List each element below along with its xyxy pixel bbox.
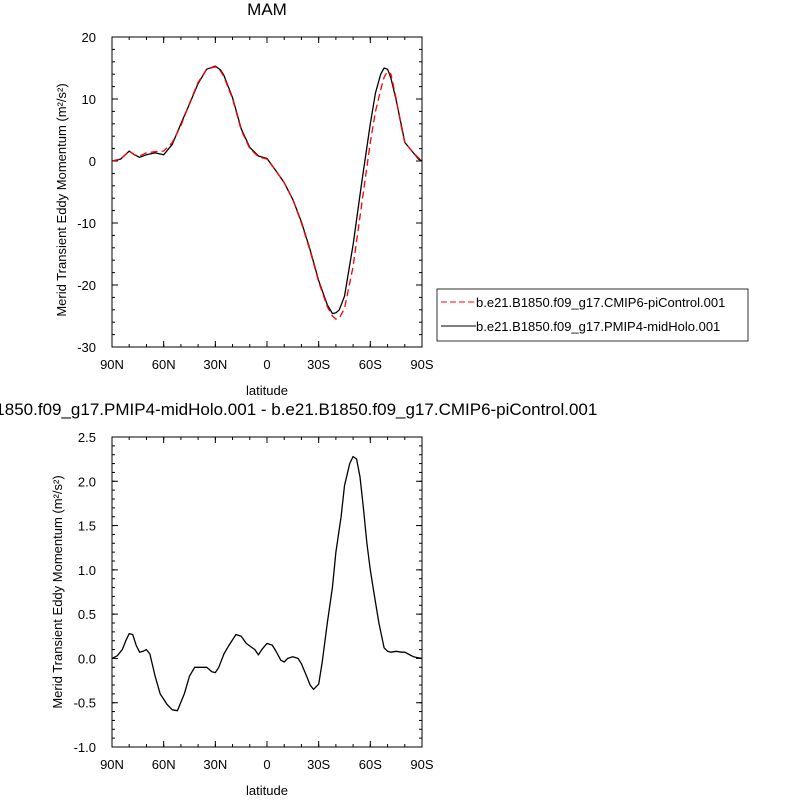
top-ytick-label: 0	[89, 154, 96, 169]
bottom-chart-title: b.e21.B1850.f09_g17.PMIP4-midHolo.001 - …	[0, 400, 597, 419]
top-xtick-label: 60N	[152, 357, 176, 372]
legend-box	[436, 288, 749, 342]
top-xtick-label: 60S	[359, 357, 382, 372]
top-chart-ticks: 90N 60N 30N 0 30S 60S 90S 20 10 0 -10 -20 -30	[77, 30, 434, 372]
bottom-ytick-label: 1.0	[78, 563, 96, 578]
top-chart-xlabel: latitude	[246, 383, 288, 398]
bottom-xtick-label: 90S	[410, 757, 433, 772]
top-chart-panel: MAM Merid Transient Eddy Momentum (m²/s²…	[54, 0, 434, 398]
bottom-ytick-label: 1.5	[78, 519, 96, 534]
top-chart-ylabel: Merid Transient Eddy Momentum (m²/s²)	[54, 83, 69, 316]
top-chart-title: MAM	[247, 0, 287, 19]
top-xtick-label: 0	[263, 357, 270, 372]
top-series-line-0	[111, 66, 423, 320]
bottom-xtick-label: 90N	[100, 757, 124, 772]
top-xtick-label: 90S	[410, 357, 433, 372]
bottom-chart-ylabel: Merid Transient Eddy Momentum (m²/s²)	[50, 475, 65, 708]
bottom-chart-xlabel: latitude	[246, 783, 288, 798]
bottom-ytick-label: -0.5	[74, 696, 96, 711]
bottom-chart-frame	[111, 436, 423, 748]
top-xtick-label: 90N	[100, 357, 124, 372]
top-ytick-label: -30	[77, 340, 96, 355]
bottom-xtick-label: 60N	[152, 757, 176, 772]
top-ytick-label: -20	[77, 278, 96, 293]
bottom-ytick-label: 0.5	[78, 607, 96, 622]
bottom-xtick-label: 60S	[359, 757, 382, 772]
bottom-xtick-label: 0	[263, 757, 270, 772]
bottom-ytick-label: 0.0	[78, 651, 96, 666]
legend-label-midholo: b.e21.B1850.f09_g17.PMIP4-midHolo.001	[476, 319, 720, 334]
top-ytick-label: 20	[82, 30, 96, 45]
top-series-line-1	[111, 65, 423, 315]
bottom-chart-lines	[111, 455, 423, 712]
legend: b.e21.B1850.f09_g17.CMIP6-piControl.001 …	[436, 288, 749, 342]
top-chart-lines	[111, 65, 423, 320]
bottom-ytick-label: 2.5	[78, 430, 96, 445]
top-xtick-label: 30N	[203, 357, 227, 372]
top-ytick-label: -10	[77, 216, 96, 231]
legend-label-picontrol: b.e21.B1850.f09_g17.CMIP6-piControl.001	[476, 295, 725, 310]
bottom-ytick-label: -1.0	[74, 740, 96, 755]
top-xtick-label: 30S	[307, 357, 330, 372]
top-ytick-label: 10	[82, 92, 96, 107]
bottom-xtick-label: 30N	[203, 757, 227, 772]
bottom-xtick-label: 30S	[307, 757, 330, 772]
bottom-ytick-label: 2.0	[78, 474, 96, 489]
bottom-chart-panel: b.e21.B1850.f09_g17.PMIP4-midHolo.001 - …	[0, 400, 597, 798]
bottom-series-line-0	[111, 455, 423, 712]
bottom-chart-ticks: 90N 60N 30N 0 30S 60S 90S 2.5 2.0 1.5 1.0 0.5 0.0 -0.…	[74, 430, 434, 772]
top-chart-frame	[111, 36, 423, 348]
